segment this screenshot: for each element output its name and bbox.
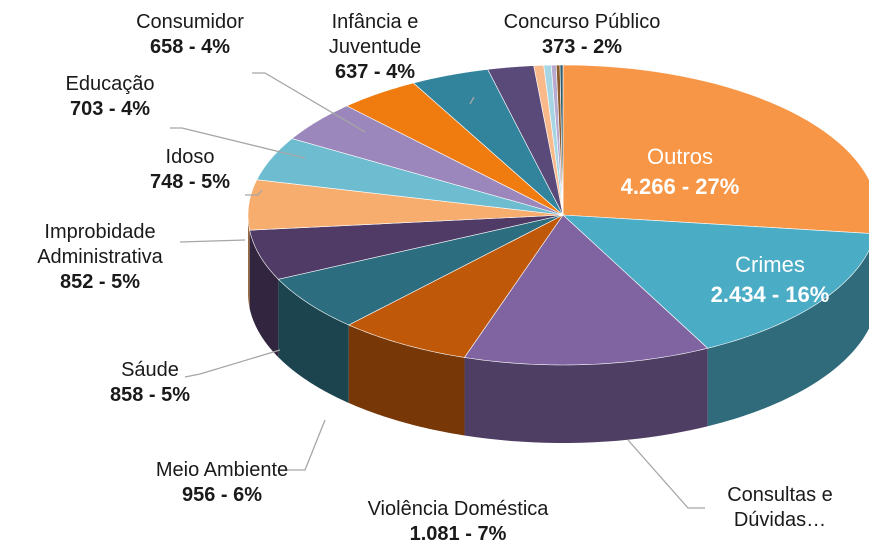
slice (346, 82, 564, 216)
value-label: 852 - 5% (59, 271, 141, 293)
value-label: 1.081 - 7% (409, 523, 507, 545)
category-label: Consultas e Dúvidas… (727, 484, 833, 531)
slice (555, 64, 564, 216)
slice-side (249, 230, 279, 358)
slice-label: Crimes 2.434 - 16% (670, 250, 869, 310)
category-label: Idoso (165, 146, 215, 168)
category-label: Crimes (735, 252, 805, 277)
category-label: Educação (65, 73, 155, 95)
leader-line (179, 239, 246, 243)
slice (412, 69, 564, 216)
category-label: Violência Doméstica (367, 498, 549, 520)
slice-label: Meio Ambiente 956 - 6% (122, 458, 322, 508)
slice-label: Concurso Público 373 - 2% (482, 10, 682, 60)
category-label: Infância e Juventude (328, 11, 422, 58)
category-label: Concurso Público (503, 11, 661, 33)
category-label: Consumidor (136, 11, 244, 33)
category-label: Sáude (121, 359, 179, 381)
slice-side (248, 215, 250, 309)
slice (559, 64, 564, 216)
slice-side (707, 250, 869, 427)
slice-side (464, 348, 708, 443)
category-label: Outros (646, 144, 714, 169)
slice-side (348, 324, 465, 436)
slice-label: Consumidor 658 - 4% (110, 10, 270, 60)
slice (543, 64, 564, 216)
value-label: 373 - 2% (541, 36, 623, 58)
slice (291, 105, 564, 216)
slice-label: Consultas e Dúvidas… (705, 483, 855, 533)
leader-line (245, 189, 263, 196)
slice-label: Improbidade Administrativa 852 - 5% (0, 220, 200, 295)
slice (348, 214, 564, 358)
value-label: 703 - 4% (69, 98, 151, 120)
leader-line (252, 72, 366, 133)
slice (533, 64, 564, 216)
leader-line (285, 419, 326, 471)
value-label: 956 - 6% (181, 484, 263, 506)
leader-line (469, 96, 475, 105)
slice (277, 214, 564, 326)
slice-side (278, 279, 349, 403)
slice-label: Sáude 858 - 5% (90, 358, 210, 408)
value-label: 858 - 5% (109, 384, 191, 406)
slice-label: Violência Doméstica 1.081 - 7% (348, 497, 568, 547)
slice (247, 179, 564, 231)
slice (249, 214, 564, 280)
leader-lines (170, 72, 705, 509)
slice-label: Educação 703 - 4% (40, 72, 180, 122)
slice-label: Idoso 748 - 5% (130, 145, 250, 195)
leader-line (627, 439, 705, 509)
value-label: 658 - 4% (149, 36, 231, 58)
slice (562, 214, 869, 349)
slice (487, 65, 564, 216)
slice-label: Infância e Juventude 637 - 4% (315, 10, 435, 85)
slice-label: Outros 4.266 - 27% (580, 142, 780, 202)
slice (463, 214, 709, 366)
category-label: Meio Ambiente (155, 459, 289, 481)
slice (550, 64, 564, 216)
slice (256, 138, 564, 216)
leader-line (184, 349, 281, 378)
slice (562, 64, 869, 234)
category-label: Improbidade Administrativa (37, 221, 163, 268)
value-label: 748 - 5% (149, 171, 231, 193)
value-label: 4.266 - 27% (620, 174, 740, 199)
value-label: 2.434 - 16% (710, 282, 830, 307)
leader-line (170, 127, 306, 159)
value-label: 637 - 4% (334, 61, 416, 83)
